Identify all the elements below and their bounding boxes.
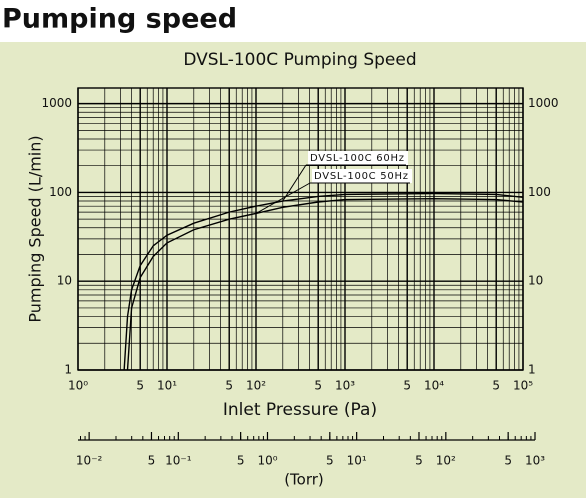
x2-tick-label: 10⁻¹ (165, 454, 192, 468)
page-title: Pumping speed (2, 4, 237, 35)
x-tick-label: 5 (136, 379, 144, 393)
y-tick-label: 10 (57, 274, 72, 288)
y-tick-label-right: 100 (528, 185, 551, 199)
x2-tick-label: 5 (237, 454, 245, 468)
x-tick-label: 10⁴ (424, 379, 444, 393)
x-tick-label: 10² (246, 379, 266, 393)
legend-label-bg (308, 151, 408, 165)
y-axis-label: Pumping Speed (L/min) (26, 135, 45, 322)
x2-tick-label: 10² (436, 454, 456, 468)
legend-leader (282, 164, 307, 202)
x2-tick-label: 5 (326, 454, 334, 468)
series-line (123, 192, 524, 371)
y-tick-label-right: 10 (528, 274, 543, 288)
y-tick-label: 1 (64, 363, 72, 377)
x2-axis-label: (Torr) (284, 471, 324, 489)
legend-leader (255, 182, 311, 214)
legend-label: DVSL-100C 60Hz (310, 153, 404, 164)
x2-tick-label: 10⁻² (76, 454, 103, 468)
x-tick-label: 10³ (335, 379, 355, 393)
x2-tick-label: 10¹ (347, 454, 367, 468)
panel (0, 42, 586, 498)
legend-label: DVSL-100C 50Hz (314, 171, 408, 182)
x-tick-label: 5 (403, 379, 411, 393)
x2-tick-label: 5 (148, 454, 156, 468)
legend-label-bg (312, 169, 412, 183)
x-tick-label: 5 (492, 379, 500, 393)
x2-tick-label: 10⁰ (257, 454, 277, 468)
x-tick-label: 10⁵ (513, 379, 533, 393)
x-tick-label: 5 (225, 379, 233, 393)
series-line (126, 197, 524, 371)
x2-tick-label: 5 (504, 454, 512, 468)
y-tick-label: 1000 (41, 96, 72, 110)
x2-tick-label: 5 (415, 454, 423, 468)
x2-tick-label: 10³ (525, 454, 545, 468)
y-tick-label-right: 1000 (528, 96, 559, 110)
y-tick-label-right: 1 (528, 363, 536, 377)
x-tick-label: 10⁰ (68, 379, 88, 393)
x-tick-label: 5 (314, 379, 322, 393)
x-tick-label: 10¹ (157, 379, 177, 393)
x-axis-label: Inlet Pressure (Pa) (223, 400, 377, 420)
chart-title: DVSL-100C Pumping Speed (183, 50, 416, 70)
y-tick-label: 100 (49, 185, 72, 199)
